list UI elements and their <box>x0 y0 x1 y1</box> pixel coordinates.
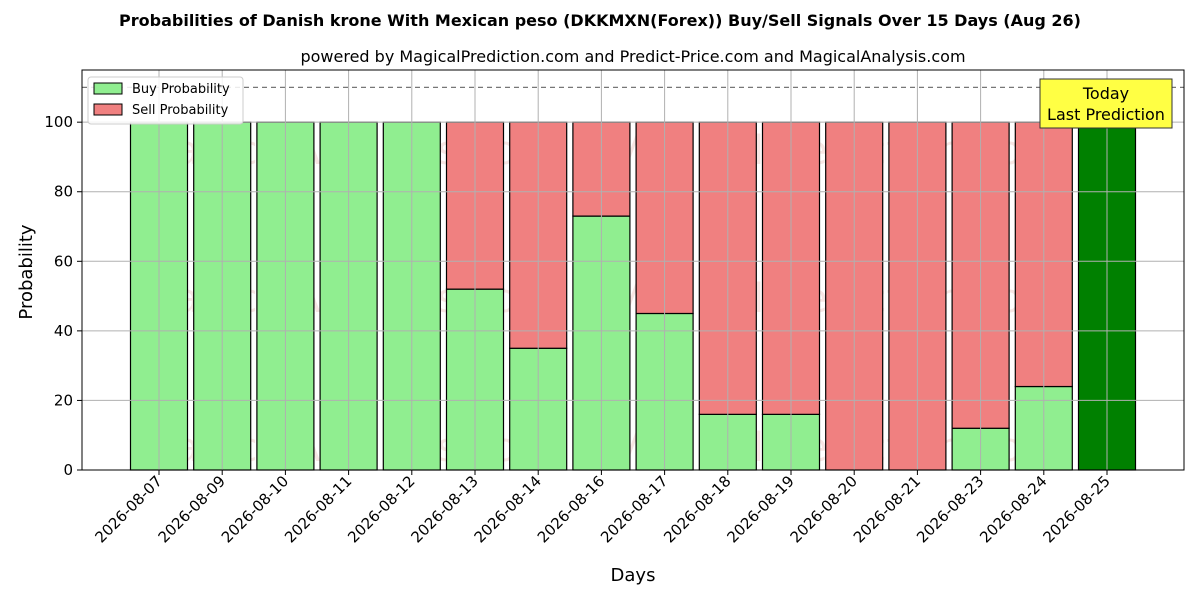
plot-frame <box>81 69 1185 471</box>
legend-label: Sell Probability <box>132 103 229 118</box>
y-tick-label: 80 <box>54 183 73 201</box>
legend-swatch <box>93 103 123 116</box>
chart-subtitle: powered by MagicalPrediction.com and Pre… <box>300 47 965 66</box>
plot-area: MagicalAnalysis.comMagicalPrediction.com… <box>44 69 1185 546</box>
y-axis-label: Probability <box>16 224 37 319</box>
y-tick-label: 40 <box>54 322 73 340</box>
y-tick-label: 0 <box>63 461 73 479</box>
today-annotation-line1: Today <box>1082 84 1129 103</box>
today-annotation-box <box>1039 78 1173 129</box>
chart-title: Probabilities of Danish krone With Mexic… <box>119 11 1081 30</box>
legend-swatch <box>93 82 123 95</box>
x-axis-label: Days <box>611 565 656 586</box>
today-annotation-line2: Last Prediction <box>1047 105 1165 124</box>
y-tick-label: 100 <box>44 113 73 131</box>
y-tick-label: 60 <box>54 252 73 270</box>
legend-box <box>87 76 244 125</box>
legend-label: Buy Probability <box>132 82 230 97</box>
y-tick-label: 20 <box>54 391 73 409</box>
